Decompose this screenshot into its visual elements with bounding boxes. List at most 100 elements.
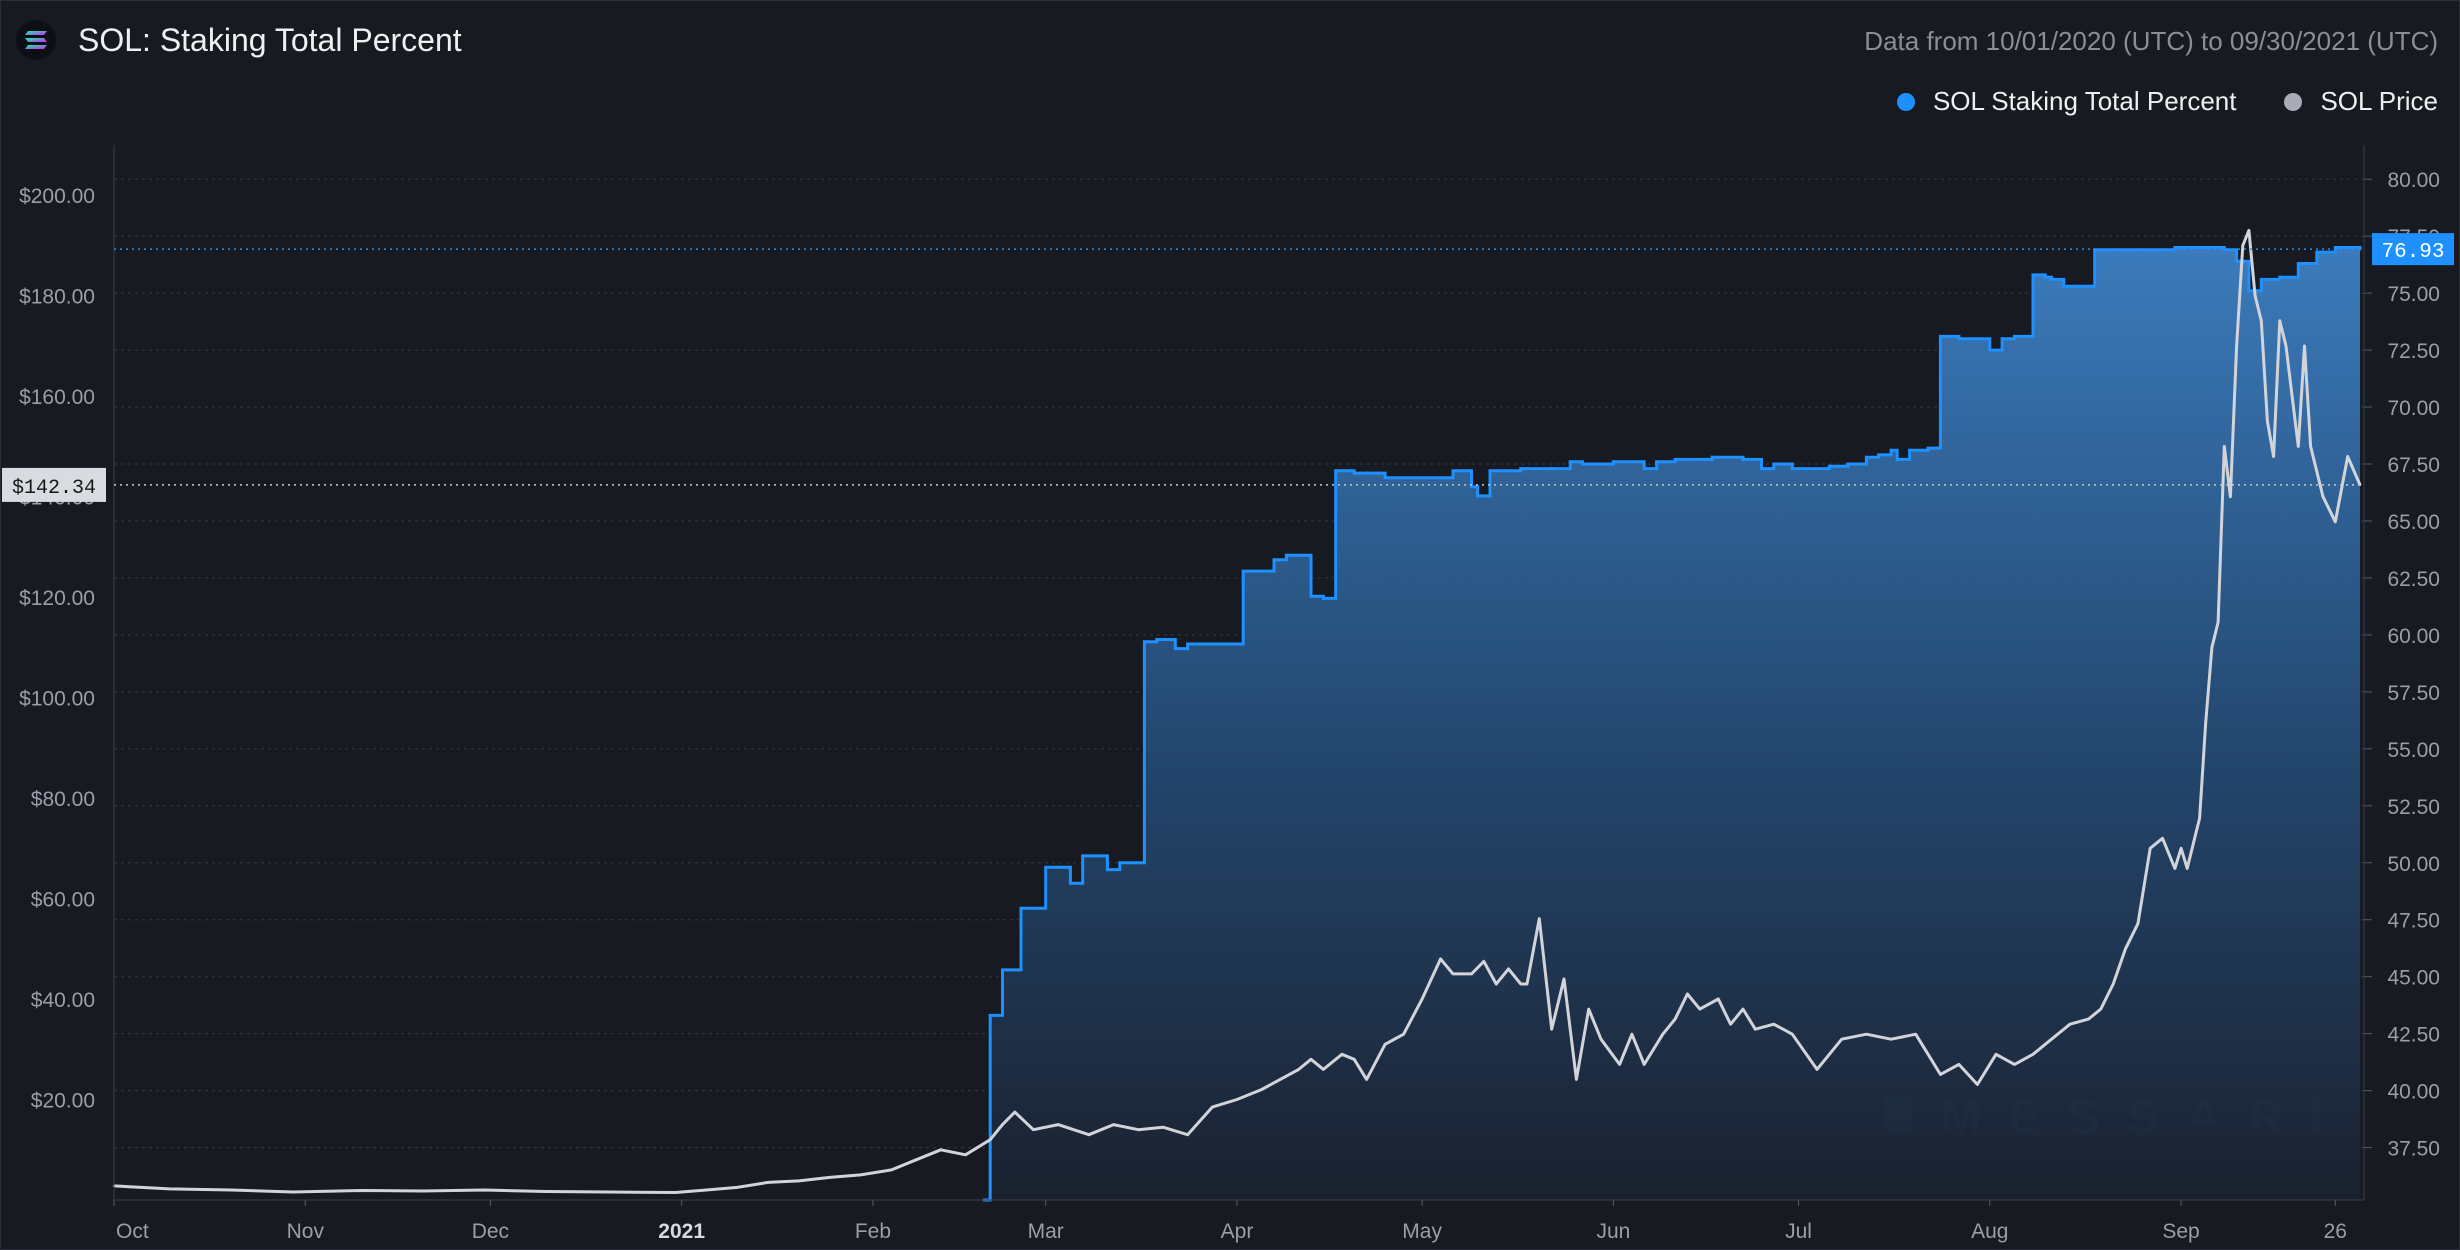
legend-dot-staking (1896, 92, 1915, 111)
staking-data-point (1093, 854, 1097, 858)
price-data-point (1494, 982, 1498, 986)
price-data-point (2266, 420, 2269, 423)
left-axis-tick-label: $200.00 (19, 185, 95, 208)
staking-data-point (1272, 558, 1276, 562)
price-data-point (1013, 1110, 1017, 1114)
price-data-point (1741, 1007, 1745, 1011)
price-data-point (2198, 816, 2201, 820)
x-axis-tick-label: Nov (287, 1220, 325, 1243)
staking-area-fill (984, 247, 2360, 1200)
price-data-point (2068, 1022, 2072, 1026)
price-data-point (1056, 1123, 1060, 1126)
price-data-point (1137, 1128, 1140, 1131)
staking-data-point (1790, 467, 1794, 471)
staking-data-point (1827, 464, 1831, 468)
legend-item-staking[interactable]: SOL Staking Total Percent (1896, 86, 2236, 117)
left-axis-tick-label: $60.00 (31, 889, 95, 912)
price-data-point (421, 1189, 424, 1193)
staking-data-point (1710, 455, 1714, 459)
staking-data-point (1334, 469, 1338, 473)
price-data-point (2303, 344, 2306, 348)
price-data-point (606, 1190, 609, 1194)
price-data-point (2297, 445, 2300, 448)
price-data-point (1482, 960, 1486, 963)
price-data-point (230, 1188, 233, 1192)
price-data-point (2186, 867, 2189, 870)
price-data-point (1001, 1123, 1004, 1126)
staking-data-point (1519, 467, 1523, 471)
price-data-point (1439, 957, 1442, 961)
price-data-point (1661, 1033, 1664, 1036)
staking-data-point (1476, 494, 1480, 498)
price-data-point (2272, 455, 2275, 458)
price-data-point (1575, 1078, 1578, 1081)
x-axis-tick-label: Feb (855, 1220, 891, 1243)
left-axis-tick-label: $40.00 (31, 989, 95, 1012)
staking-data-point (1741, 457, 1745, 461)
staking-data-point (1926, 446, 1930, 450)
price-data-point (797, 1179, 801, 1183)
price-data-point (1519, 982, 1523, 986)
price-data-point (1525, 982, 1529, 986)
staking-data-point (2049, 277, 2053, 281)
price-data-point (2309, 445, 2312, 448)
left-axis-tick-label: $120.00 (19, 587, 95, 610)
staking-data-point (1254, 569, 1258, 573)
price-data-point (1643, 1063, 1646, 1066)
solana-logo-icon (16, 20, 56, 60)
right-axis-tick-label: 50.00 (2387, 853, 2440, 876)
staking-data-point (1118, 861, 1122, 865)
price-data-point (1698, 1007, 1701, 1011)
staking-data-point (1864, 455, 1868, 459)
price-data-point (2161, 837, 2164, 840)
staking-data-point (1019, 906, 1023, 910)
price-data-point (2136, 922, 2140, 925)
x-axis-tick-label: Mar (1028, 1220, 1064, 1243)
staking-data-point (1297, 553, 1301, 557)
staking-data-point (2074, 284, 2078, 288)
staking-series-line[interactable] (984, 246, 2362, 1202)
right-axis-tick-label: 37.50 (2387, 1138, 2440, 1161)
staking-data-point (2346, 246, 2350, 250)
staking-data-point (1044, 865, 1048, 869)
staking-data-point (2247, 289, 2251, 293)
staking-data-point (1611, 460, 1615, 464)
staking-data-point (1451, 469, 1455, 473)
price-data-point (1729, 1022, 1732, 1026)
price-data-point (2260, 319, 2263, 323)
price-data-point (2321, 495, 2325, 498)
staking-data-point (1365, 471, 1369, 475)
x-axis-tick-label: Jul (1785, 1220, 1812, 1243)
price-data-point (1686, 992, 1689, 996)
x-axis-tick-label: Apr (1221, 1220, 1254, 1243)
staking-data-point (1186, 642, 1190, 646)
price-data-point (939, 1148, 943, 1151)
price-data-point (1939, 1073, 1942, 1076)
staking-data-point (1988, 348, 1992, 352)
staking-data-point (1895, 457, 1899, 461)
right-axis-tick-label: 62.50 (2387, 568, 2440, 591)
staking-data-point (1581, 462, 1585, 466)
legend-item-price[interactable]: SOL Price (2284, 86, 2438, 117)
price-data-point (1235, 1098, 1239, 1101)
left-axis-tick-label: $160.00 (19, 386, 95, 409)
x-axis-tick-label: Dec (472, 1220, 509, 1243)
staking-data-point (2235, 259, 2239, 263)
price-data-point (1451, 972, 1455, 976)
staking-data-point (1198, 642, 1202, 646)
price-data-point (1322, 1068, 1325, 1071)
staking-current-badge (2372, 233, 2454, 266)
price-data-point (1889, 1038, 1893, 1041)
price-data-point (1186, 1133, 1189, 1136)
right-axis-tick-label: 52.50 (2387, 796, 2440, 819)
right-axis-tick-label: 42.50 (2387, 1024, 2440, 1047)
staking-data-point (2043, 275, 2047, 279)
price-data-point (1112, 1123, 1115, 1126)
right-axis-tick-label: 70.00 (2387, 397, 2440, 420)
staking-data-point (1007, 968, 1011, 972)
price-data-point (2216, 621, 2220, 624)
staking-data-point (994, 1013, 998, 1017)
left-axis-tick-label: $180.00 (19, 286, 95, 309)
staking-data-point (1550, 467, 1554, 471)
